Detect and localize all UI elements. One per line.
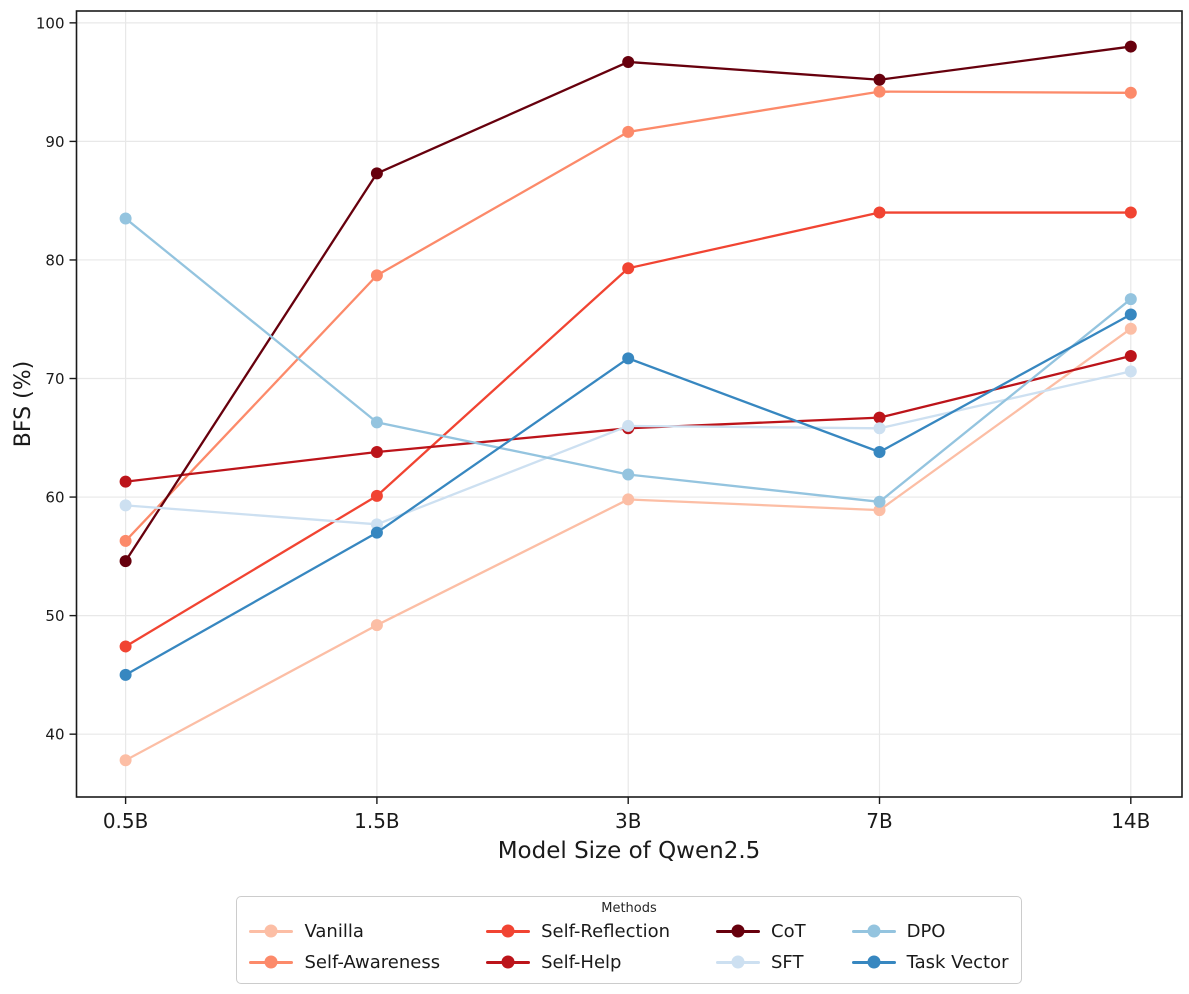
sft-point [370, 518, 383, 531]
vanilla-point [370, 619, 383, 632]
dpo-point [1124, 293, 1137, 306]
x-tick-label: 3B [615, 809, 641, 833]
legend-dot-swatch [264, 955, 278, 969]
legend-item-self-reflection: Self-Reflection [486, 919, 670, 943]
vanilla-point [622, 493, 635, 506]
axes-spines [75, 10, 1183, 798]
y-tick-label: 100 [36, 14, 65, 32]
legend-title: Methods [601, 901, 657, 916]
y-tick-label: 60 [45, 489, 64, 507]
legend-marker-vanilla [249, 924, 294, 938]
self-help-point [1124, 349, 1137, 362]
legend-item-sft: SFT [716, 950, 806, 974]
self-awareness-point [119, 534, 132, 547]
dpo-point [119, 212, 132, 225]
legend-marker-self-reflection [486, 924, 531, 938]
self-awareness-point [622, 125, 635, 138]
y-tick-label: 80 [45, 251, 64, 269]
legend-item-self-help: Self-Help [486, 950, 670, 974]
legend-item-task-vector: Task Vector [851, 950, 1009, 974]
task-vector-point [119, 668, 132, 681]
legend-item-cot: CoT [716, 919, 806, 943]
legend-label-task-vector: Task Vector [906, 951, 1009, 973]
legend-marker-sft [716, 955, 760, 969]
legend-label-self-help: Self-Help [541, 951, 622, 973]
cot-point [119, 555, 132, 568]
legend-label-cot: CoT [771, 920, 806, 942]
cot-point [370, 167, 383, 180]
dpo-point [370, 416, 383, 429]
sft-point [622, 419, 635, 432]
y-tick-label: 90 [45, 133, 64, 151]
legend: Methods Vanilla Self-Awareness Self-Reflec… [236, 896, 1022, 984]
legend-marker-dpo [851, 924, 896, 938]
legend-item-dpo: DPO [851, 919, 1009, 943]
legend-marker-self-help [486, 955, 531, 969]
axis-ticks: 40 50 60 70 80 90 100 0.5B 1.5B 3B 7B 14B [36, 14, 1151, 833]
cot-point [622, 55, 635, 68]
legend-dot-swatch [501, 955, 515, 969]
vanilla-point [1124, 322, 1137, 335]
legend-dot-swatch [731, 955, 745, 969]
legend-item-self-awareness: Self-Awareness [249, 950, 440, 974]
vanilla-point [119, 754, 132, 767]
legend-marker-task-vector [851, 955, 896, 969]
sft-point [119, 499, 132, 512]
x-tick-label: 14B [1111, 809, 1150, 833]
gridlines [76, 11, 1182, 797]
dpo-point [873, 495, 886, 508]
legend-column: Vanilla Self-Awareness [249, 919, 440, 974]
vanilla-point [873, 504, 886, 517]
legend-dot-swatch [501, 924, 515, 938]
self-reflection-point [873, 206, 886, 219]
task-vector-point [370, 526, 383, 539]
y-tick-label: 40 [45, 726, 64, 744]
legend-grid: Vanilla Self-Awareness Self-Reflection Self… [249, 919, 1009, 974]
legend-dot-swatch [731, 924, 745, 938]
legend-dot-swatch [867, 924, 881, 938]
legend-column: CoT SFT [716, 919, 806, 974]
legend-label-vanilla: Vanilla [304, 920, 364, 942]
self-awareness-point [873, 85, 886, 98]
task-vector-point [1124, 308, 1137, 321]
legend-label-sft: SFT [771, 951, 804, 973]
plot-frame [75, 10, 1183, 798]
legend-marker-cot [716, 924, 760, 938]
x-tick-label: 1.5B [354, 809, 400, 833]
y-tick-label: 70 [45, 370, 64, 388]
self-reflection-point [622, 262, 635, 275]
y-tick-label: 50 [45, 607, 64, 625]
self-reflection-point [119, 640, 132, 653]
legend-column: DPO Task Vector [851, 919, 1009, 974]
x-axis-label: Model Size of Qwen2.5 [498, 838, 761, 864]
task-vector-point [622, 352, 635, 365]
series-layer [119, 40, 1137, 767]
task-vector-point [873, 446, 886, 459]
legend-dot-swatch [867, 955, 881, 969]
legend-marker-self-awareness [249, 955, 294, 969]
x-tick-label: 7B [866, 809, 892, 833]
self-reflection-point [370, 489, 383, 502]
self-help-point [119, 475, 132, 488]
legend-item-vanilla: Vanilla [249, 919, 440, 943]
sft-point [873, 422, 886, 435]
self-help-point [370, 446, 383, 459]
sft-point [1124, 365, 1137, 378]
legend-column: Self-Reflection Self-Help [486, 919, 670, 974]
self-help-point [873, 411, 886, 424]
cot-point [1124, 40, 1137, 53]
cot-point [873, 73, 886, 86]
y-axis-label: BFS (%) [11, 361, 36, 447]
x-tick-label: 0.5B [103, 809, 149, 833]
legend-dot-swatch [264, 924, 278, 938]
legend-label-self-reflection: Self-Reflection [541, 920, 670, 942]
dpo-point [622, 468, 635, 481]
legend-label-dpo: DPO [906, 920, 946, 942]
self-awareness-point [1124, 86, 1137, 99]
self-awareness-point [370, 269, 383, 282]
legend-label-self-awareness: Self-Awareness [304, 951, 441, 973]
self-reflection-point [1124, 206, 1137, 219]
